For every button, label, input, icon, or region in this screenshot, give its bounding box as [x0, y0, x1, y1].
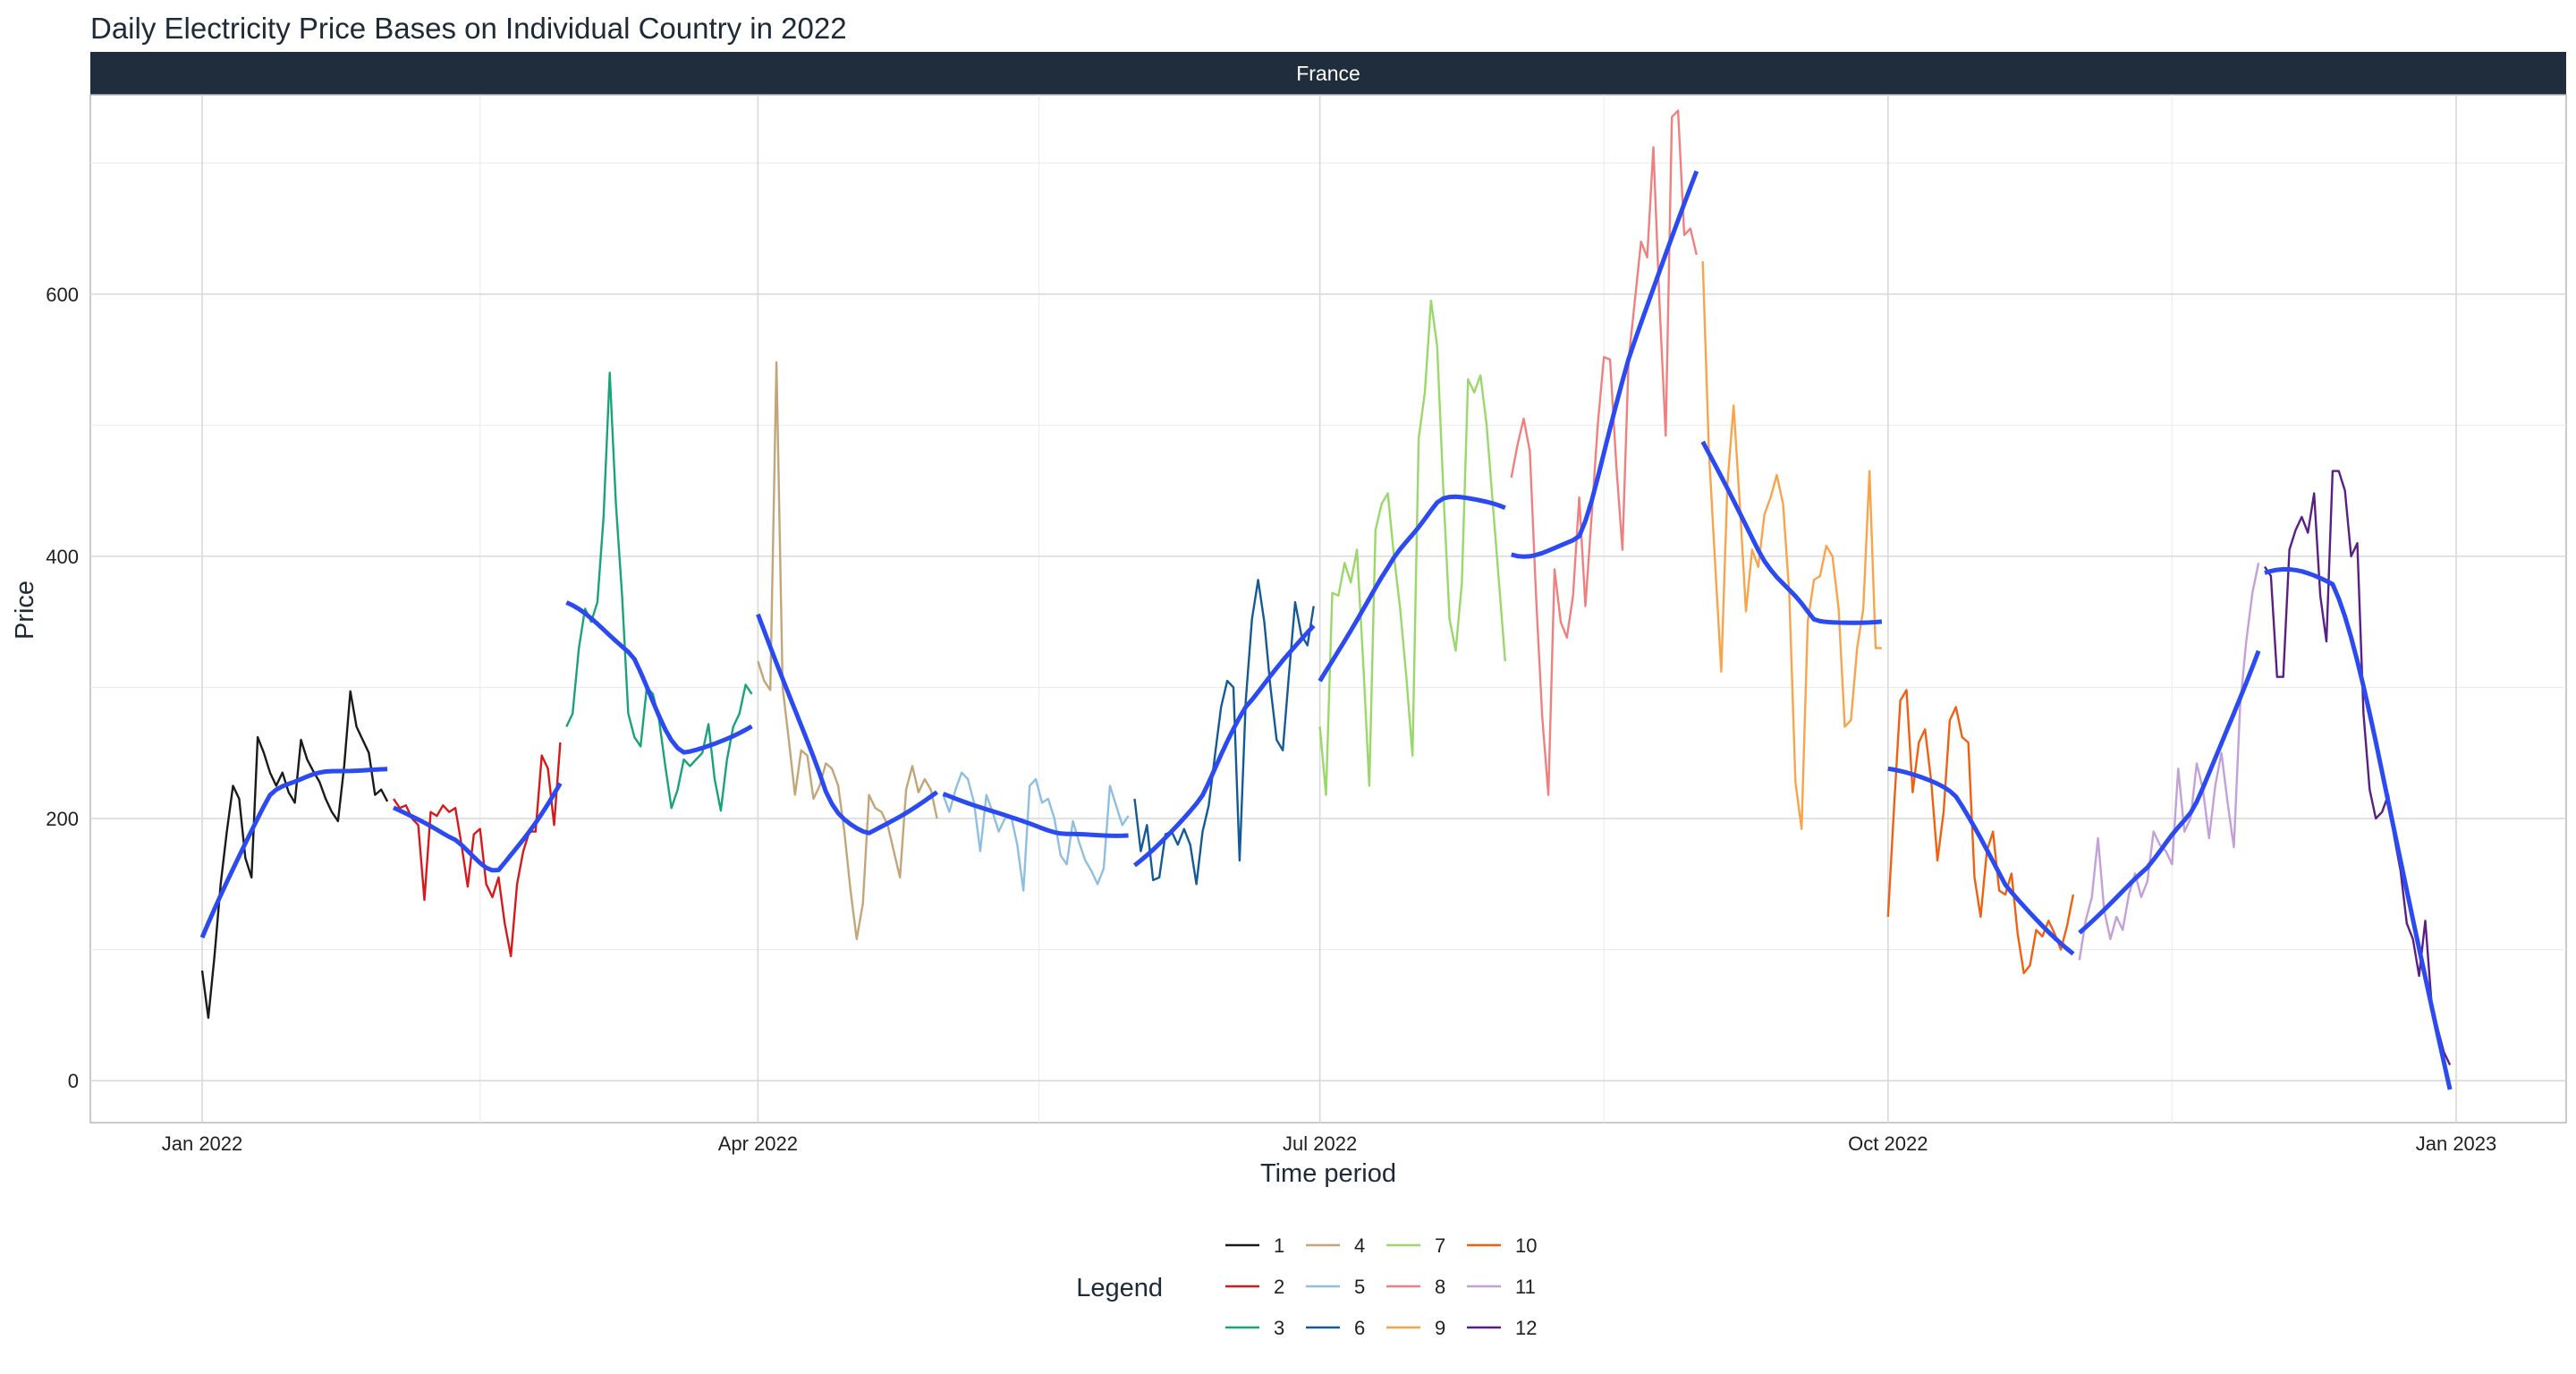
- smooth-line-9: [1700, 440, 1883, 625]
- series-line-12: [2264, 470, 2452, 1066]
- y-tick-label: 200: [46, 808, 79, 830]
- x-tick-label: Jan 2023: [2416, 1132, 2497, 1155]
- legend-label-3: 3: [1274, 1317, 1284, 1339]
- x-tick-label: Apr 2022: [718, 1132, 798, 1155]
- smooth-line-1: [199, 767, 388, 939]
- y-tick-label: 600: [46, 284, 79, 306]
- series-line-2: [393, 742, 562, 958]
- y-tick-label: 0: [68, 1070, 79, 1092]
- smooth-trend-lines: [199, 170, 2453, 1090]
- legend-label-2: 2: [1274, 1276, 1284, 1298]
- chart-title: Daily Electricity Price Bases on Individ…: [90, 12, 847, 45]
- x-tick-label: Jan 2022: [162, 1132, 243, 1155]
- legend-label-10: 10: [1515, 1234, 1537, 1257]
- legend-label-1: 1: [1274, 1234, 1284, 1257]
- legend-label-11: 11: [1515, 1276, 1536, 1298]
- series-lines: [200, 109, 2452, 1066]
- legend-label-9: 9: [1435, 1317, 1445, 1339]
- legend-title: Legend: [1076, 1274, 1163, 1302]
- smooth-line-12: [2264, 566, 2453, 1090]
- series-line-7: [1318, 299, 1506, 796]
- smooth-line-4: [756, 613, 939, 835]
- gridlines: [90, 95, 2566, 1123]
- smooth-line-6: [1132, 623, 1316, 868]
- series-line-10: [1886, 689, 2075, 975]
- smooth-line-3: [565, 600, 753, 755]
- x-tick-label: Jul 2022: [1283, 1132, 1357, 1155]
- smooth-line-2: [392, 782, 563, 873]
- y-tick-label: 400: [46, 546, 79, 568]
- axis-ticks: Jan 2022 Apr 2022 Jul 2022 Oct 2022 Jan 2023…: [46, 284, 2496, 1155]
- facet-strip-label: France: [1296, 62, 1360, 85]
- smooth-line-10: [1887, 766, 2075, 956]
- x-tick-label: Oct 2022: [1848, 1132, 1928, 1155]
- series-line-5: [942, 771, 1130, 892]
- series-line-4: [757, 360, 938, 941]
- smooth-line-7: [1318, 494, 1506, 683]
- plot-panel: [89, 94, 2567, 1124]
- legend-label-8: 8: [1435, 1276, 1445, 1298]
- legend-label-4: 4: [1354, 1234, 1365, 1257]
- series-line-8: [1510, 109, 1698, 796]
- y-axis-title: Price: [11, 581, 39, 640]
- legend-label-5: 5: [1354, 1276, 1365, 1298]
- facet-strip: [90, 52, 2566, 95]
- series-line-1: [200, 690, 389, 1020]
- series-line-9: [1701, 261, 1882, 830]
- smooth-line-8: [1511, 170, 1699, 559]
- legend-label-6: 6: [1354, 1317, 1365, 1339]
- smooth-line-11: [2078, 649, 2261, 935]
- legend-label-7: 7: [1435, 1234, 1445, 1257]
- series-line-11: [2078, 562, 2260, 961]
- legend-label-12: 12: [1515, 1317, 1537, 1339]
- smooth-line-5: [942, 792, 1129, 838]
- x-axis-title: Time period: [1260, 1159, 1396, 1188]
